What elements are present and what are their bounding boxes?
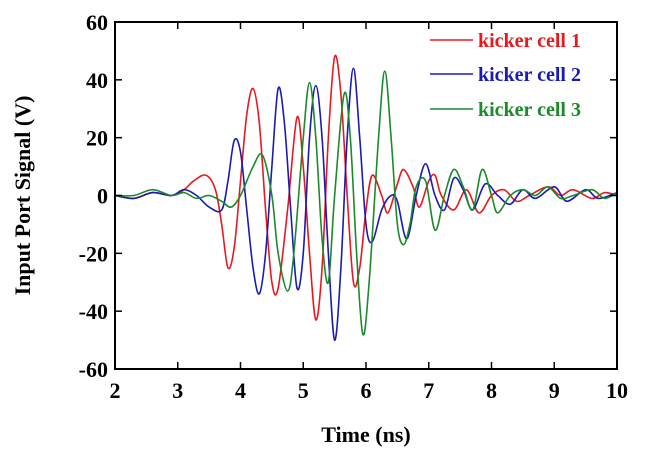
y-tick-label: -20 (79, 241, 108, 266)
series-line-3 (115, 70, 617, 336)
series-layer (115, 54, 617, 341)
y-tick-label: -40 (79, 299, 108, 324)
x-tick-label: 6 (361, 378, 372, 403)
x-tick-label: 7 (423, 378, 434, 403)
legend-label-3: kicker cell 3 (478, 99, 581, 121)
y-tick-label: 20 (86, 126, 108, 151)
series-line-1 (115, 54, 617, 321)
series-line-2 (115, 67, 617, 341)
y-tick-label: 60 (86, 10, 108, 35)
y-tick-label: 40 (86, 68, 108, 93)
x-tick-label: 10 (606, 378, 628, 403)
x-tick-label: 8 (486, 378, 497, 403)
legend: kicker cell 1 kicker cell 2 kicker cell 3 (430, 30, 581, 121)
y-axis-title: Input Port Signal (V) (10, 96, 35, 296)
y-tick-label: -60 (79, 357, 108, 382)
x-tick-label: 9 (549, 378, 560, 403)
y-tick-label: 0 (97, 184, 108, 209)
ticks-layer: 2 3 4 5 6 7 8 9 10 -60 -40 -20 0 20 40 60 (79, 10, 628, 403)
legend-label-1: kicker cell 1 (478, 30, 581, 52)
x-tick-label: 3 (172, 378, 183, 403)
x-axis-title: Time (ns) (321, 422, 410, 447)
x-tick-label: 5 (298, 378, 309, 403)
x-tick-label: 2 (110, 378, 121, 403)
x-tick-label: 4 (235, 378, 246, 403)
legend-label-2: kicker cell 2 (478, 64, 581, 86)
